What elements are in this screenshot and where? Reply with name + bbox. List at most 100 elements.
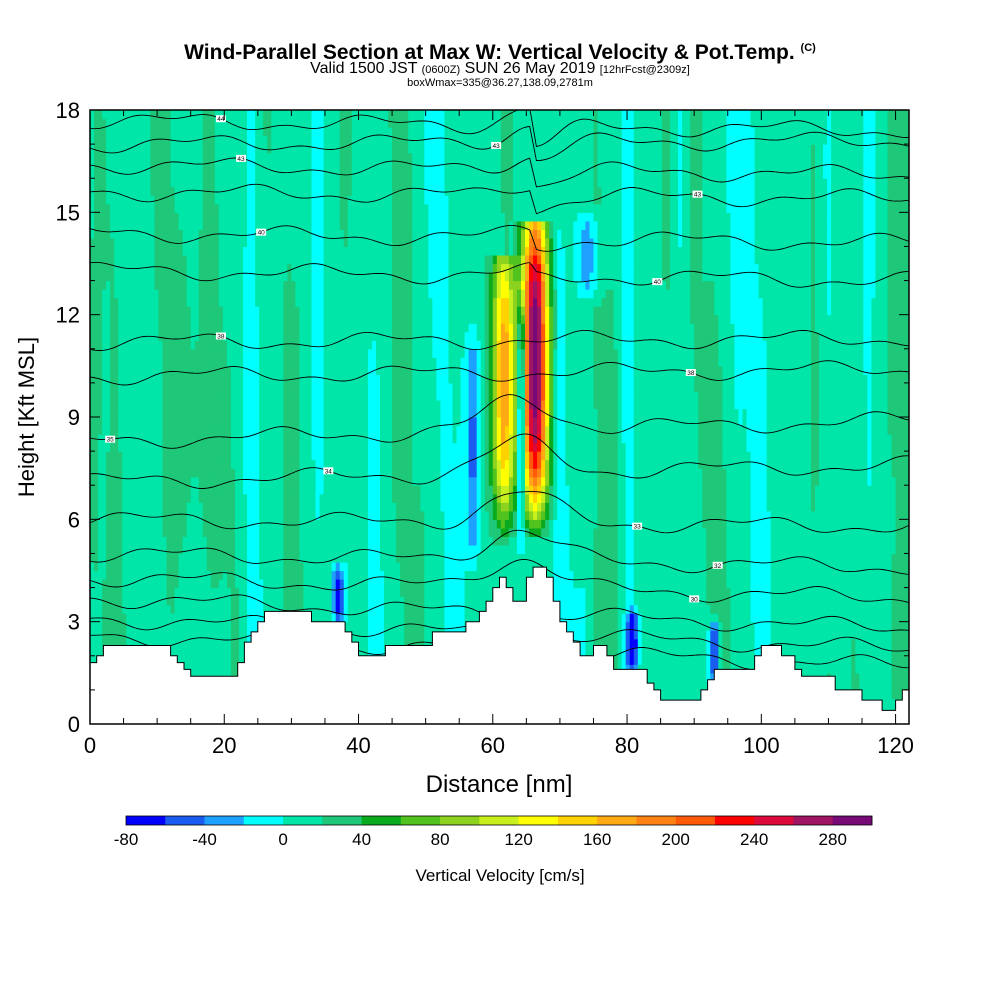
field-cell [183, 391, 188, 400]
field-cell [187, 408, 192, 417]
field-cell [308, 229, 313, 238]
field-cell [287, 460, 292, 469]
field-cell [247, 383, 252, 392]
field-cell [130, 613, 135, 622]
field-cell [352, 477, 357, 486]
field-cell [231, 110, 236, 119]
field-cell [102, 153, 107, 162]
field-cell [195, 255, 200, 264]
field-cell [336, 349, 341, 358]
field-cell [291, 528, 296, 537]
field-cell [191, 136, 196, 145]
field-cell [150, 383, 155, 392]
field-cell [356, 315, 361, 324]
field-cell [203, 605, 208, 614]
field-cell [98, 545, 103, 554]
field-cell [299, 119, 304, 128]
field-cell [211, 255, 216, 264]
field-cell [291, 562, 296, 571]
field-cell [320, 238, 325, 247]
field-cell [219, 613, 224, 622]
field-cell [215, 144, 220, 153]
field-cell [312, 383, 317, 392]
field-cell [195, 485, 200, 494]
field-cell [239, 451, 244, 460]
field-cell [158, 170, 163, 179]
field-cell [130, 451, 135, 460]
field-cell [231, 357, 236, 366]
field-cell [231, 212, 236, 221]
field-cell [263, 221, 268, 230]
field-cell [191, 272, 196, 281]
field-cell [279, 528, 284, 537]
field-cell [207, 332, 212, 341]
field-cell [207, 408, 212, 417]
field-cell [308, 374, 313, 383]
field-cell [179, 528, 184, 537]
field-cell [316, 417, 321, 426]
field-cell [348, 212, 353, 221]
field-cell [130, 298, 135, 307]
field-cell [203, 408, 208, 417]
field-cell [320, 272, 325, 281]
field-cell [235, 221, 240, 230]
field-cell [118, 460, 123, 469]
field-cell [215, 553, 220, 562]
field-cell [324, 596, 329, 605]
field-cell [239, 400, 244, 409]
field-cell [219, 391, 224, 400]
field-cell [183, 221, 188, 230]
field-cell [219, 664, 224, 673]
field-cell [118, 400, 123, 409]
field-cell [158, 460, 163, 469]
field-cell [158, 494, 163, 503]
field-cell [98, 443, 103, 452]
field-cell [235, 460, 240, 469]
field-cell [171, 349, 176, 358]
field-cell [223, 289, 228, 298]
field-cell [328, 571, 333, 580]
field-cell [175, 605, 180, 614]
field-cell [211, 613, 216, 622]
field-cell [227, 656, 232, 665]
field-cell [138, 502, 143, 511]
field-cell [114, 136, 119, 145]
field-cell [122, 272, 127, 281]
field-cell [102, 332, 107, 341]
field-cell [179, 170, 184, 179]
field-cell [279, 246, 284, 255]
field-cell [118, 391, 123, 400]
field-cell [179, 119, 184, 128]
field-cell [118, 246, 123, 255]
field-cell [199, 647, 204, 656]
field-cell [191, 553, 196, 562]
field-cell [98, 238, 103, 247]
field-cell [110, 494, 115, 503]
field-cell [283, 588, 288, 597]
field-cell [154, 451, 159, 460]
field-cell [199, 161, 204, 170]
field-cell [106, 588, 111, 597]
field-cell [360, 264, 365, 273]
field-cell [134, 528, 139, 537]
field-cell [344, 187, 349, 196]
field-cell [94, 110, 99, 119]
field-cell [308, 502, 313, 511]
field-cell [179, 212, 184, 221]
field-cell [251, 468, 256, 477]
field-cell [251, 153, 256, 162]
field-cell [114, 443, 119, 452]
field-cell [239, 477, 244, 486]
field-cell [171, 170, 176, 179]
field-cell [344, 332, 349, 341]
field-cell [138, 306, 143, 315]
field-cell [231, 144, 236, 153]
field-cell [118, 110, 123, 119]
field-cell [175, 289, 180, 298]
field-cell [324, 357, 329, 366]
field-cell [142, 417, 147, 426]
field-cell [316, 238, 321, 247]
field-cell [203, 485, 208, 494]
field-cell [320, 136, 325, 145]
field-cell [263, 434, 268, 443]
